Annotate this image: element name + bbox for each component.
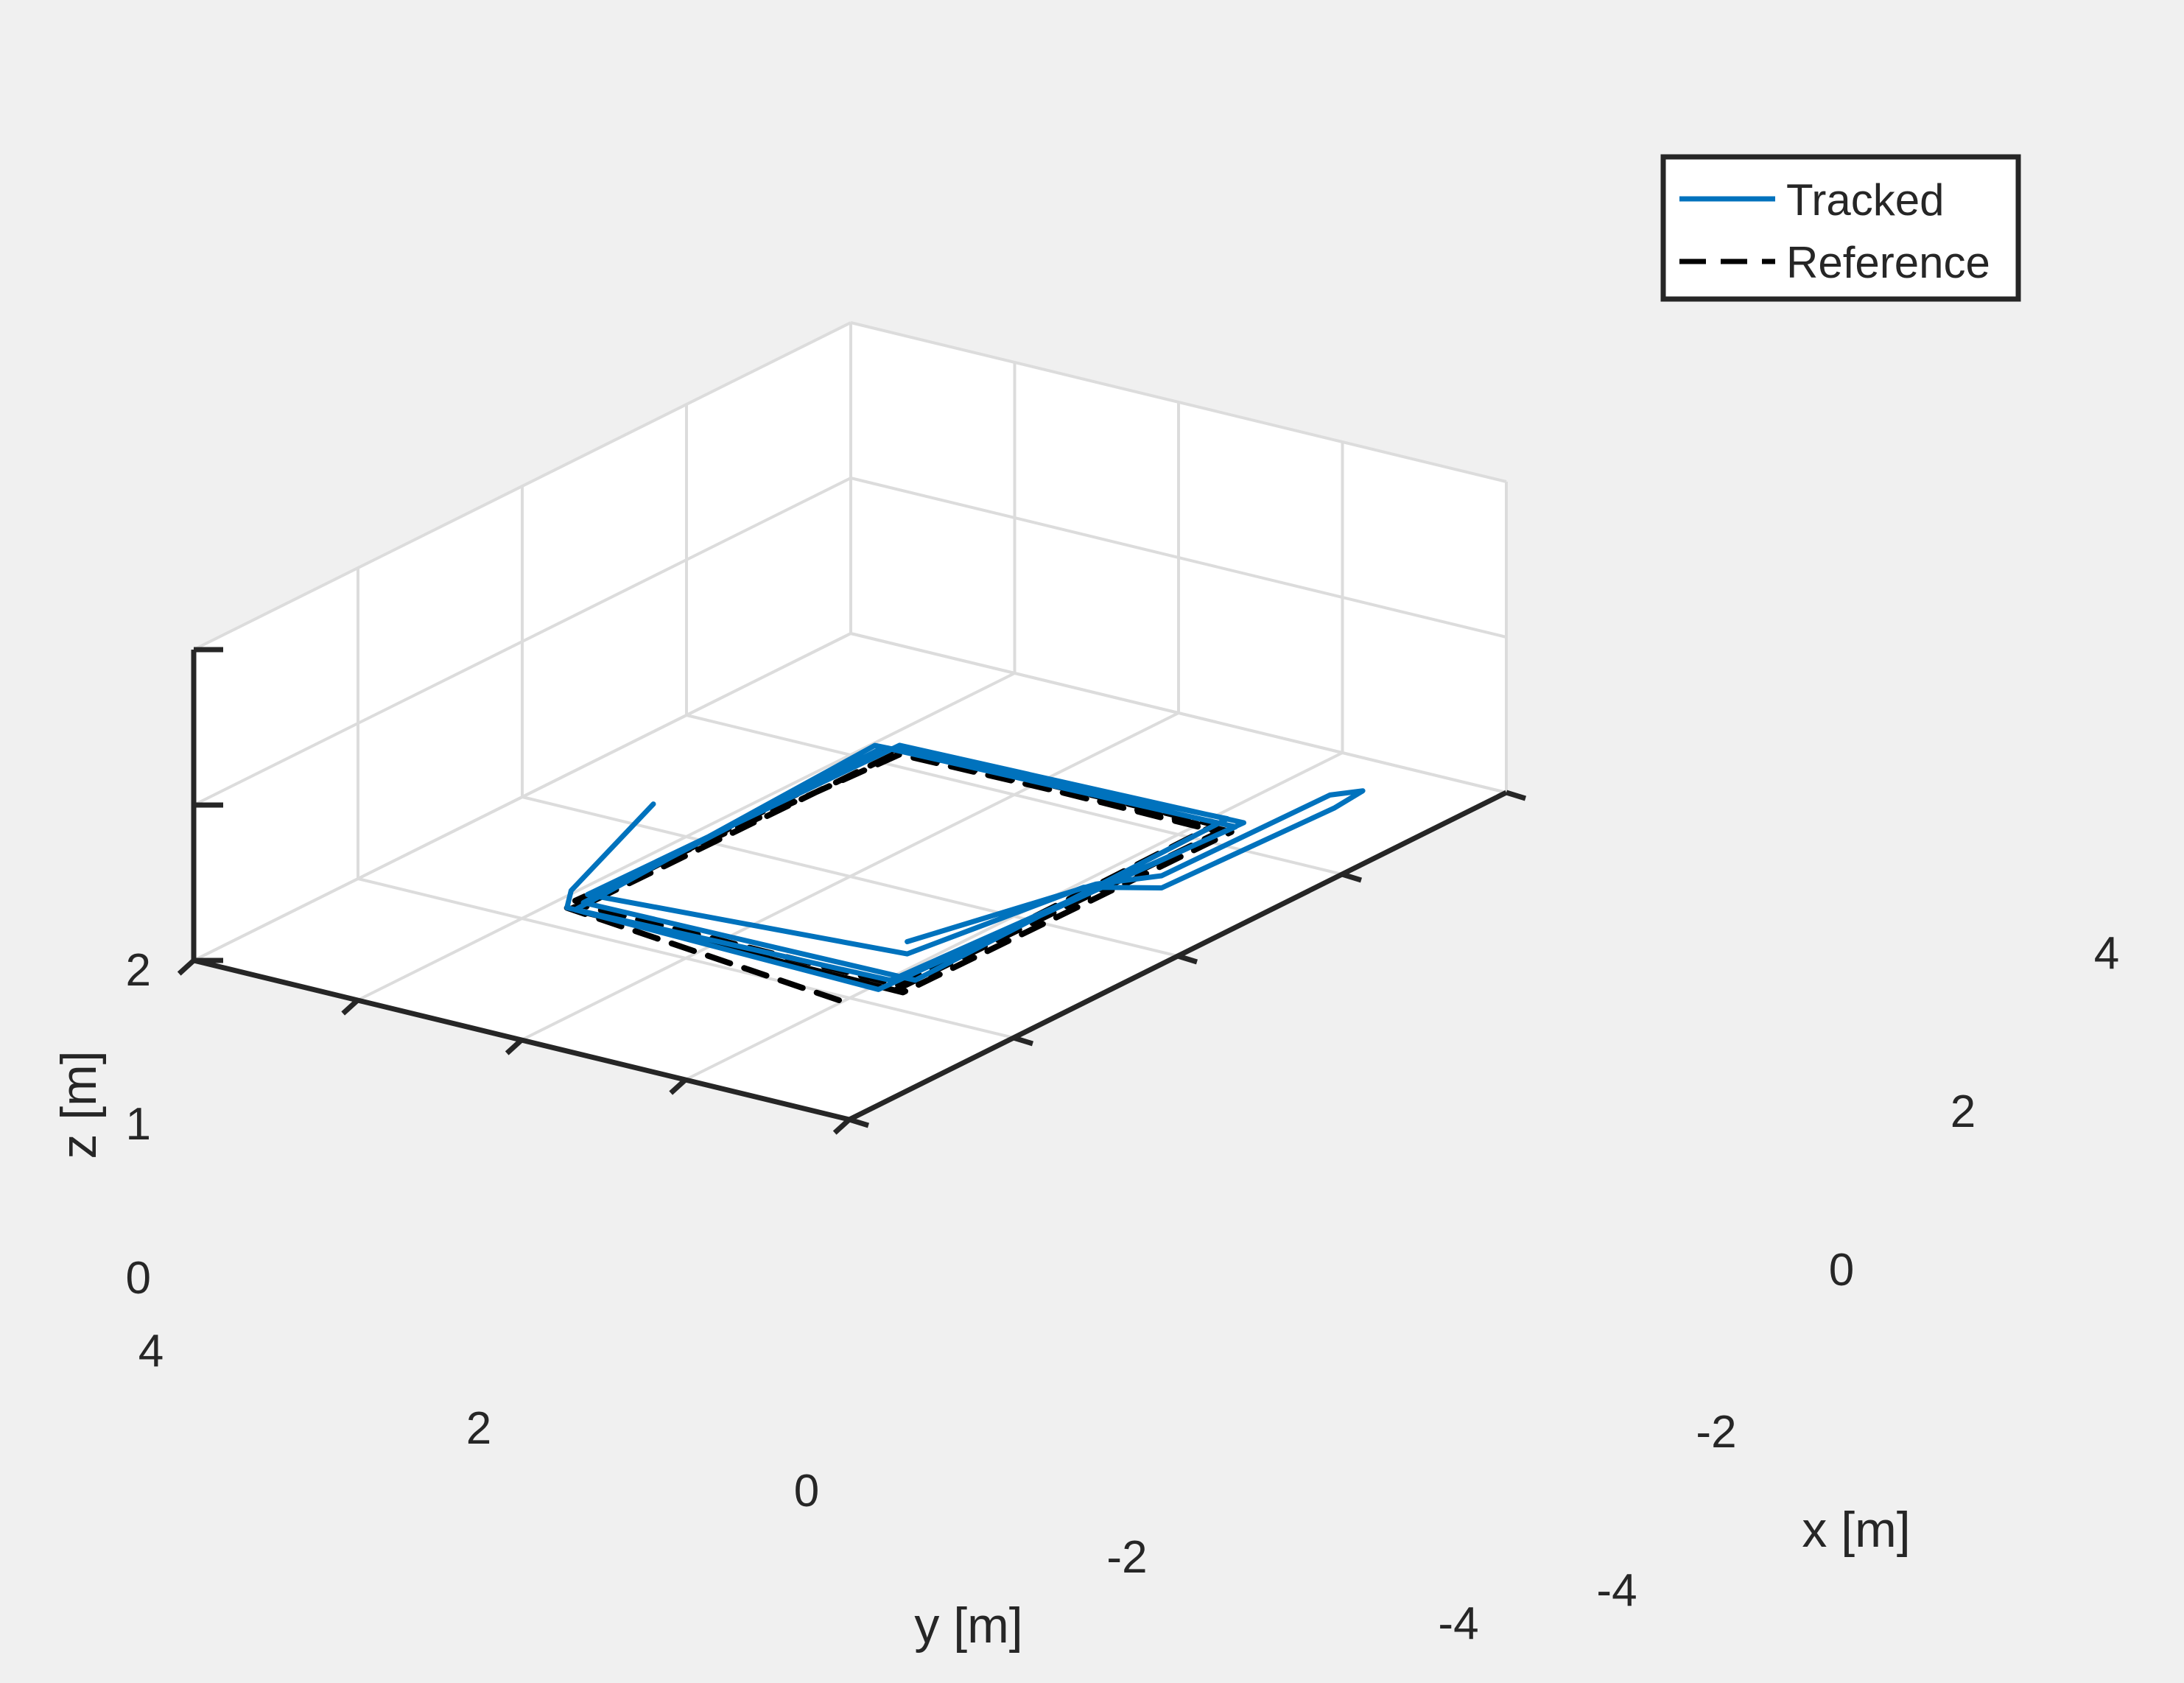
x-axis-tick-label: 4 [2094,928,2119,979]
z-axis-tick-label: 0 [126,1253,151,1304]
legend-box [1660,154,2021,302]
y-axis-tick [669,1078,687,1095]
y-axis-tick-label: 4 [138,1326,164,1377]
grid-line-wall-x-horizontal [850,477,1507,639]
y-axis-tick [177,958,196,976]
x-axis-tick [1012,1035,1034,1047]
grid-line-floor-y [357,672,1016,1002]
grid-line-wall-y-horizontal [193,477,852,807]
legend-label-reference: Reference [1786,238,1990,287]
x-axis-tick [848,1117,870,1128]
x-axis-tick [1341,871,1363,883]
series-line-tracked [564,742,1366,992]
x-axis-tick-label: -2 [1696,1407,1736,1458]
x-axis-tick-label: -4 [1596,1565,1637,1616]
axes: 4 2 0 -2 -4 -4 -2 0 2 4 0 1 2 [126,647,2119,1649]
x-axis-tick-label: 0 [1829,1245,1854,1296]
grid-line-wall-x-horizontal [850,321,1507,483]
y-axis-tick [832,1117,852,1135]
legend-label-tracked: Tracked [1786,175,1945,225]
y-axis-tick-label: 0 [794,1466,819,1517]
y-axis-tick-label: -4 [1438,1598,1478,1649]
grid-line-floor-y [521,712,1179,1041]
y-axis-tick-label: 2 [466,1403,491,1454]
grid-lines [192,321,1508,1121]
y-axis-tick [505,1038,524,1055]
y-axis-tick-label: -2 [1106,1532,1147,1583]
grid-line-wall-y-horizontal [193,632,852,962]
z-axis-tick-label: 1 [126,1099,151,1150]
z-axis-tick-label: 2 [126,945,151,996]
y-axis-tick [341,998,359,1016]
x-axis-tick [1505,790,1527,801]
grid-line-wall-y-horizontal [193,321,852,651]
x-axis-tick [1176,953,1198,965]
z-axis-label: z [m] [51,1050,107,1159]
grid-line-wall-x-horizontal [850,632,1507,794]
x-axis-tick-label: 2 [1950,1086,1976,1137]
data-series [563,742,1366,1007]
x-axis-label: x [m] [1802,1502,1910,1558]
y-axis-label: y [m] [914,1598,1022,1654]
legend: Tracked Reference [1660,154,2021,302]
